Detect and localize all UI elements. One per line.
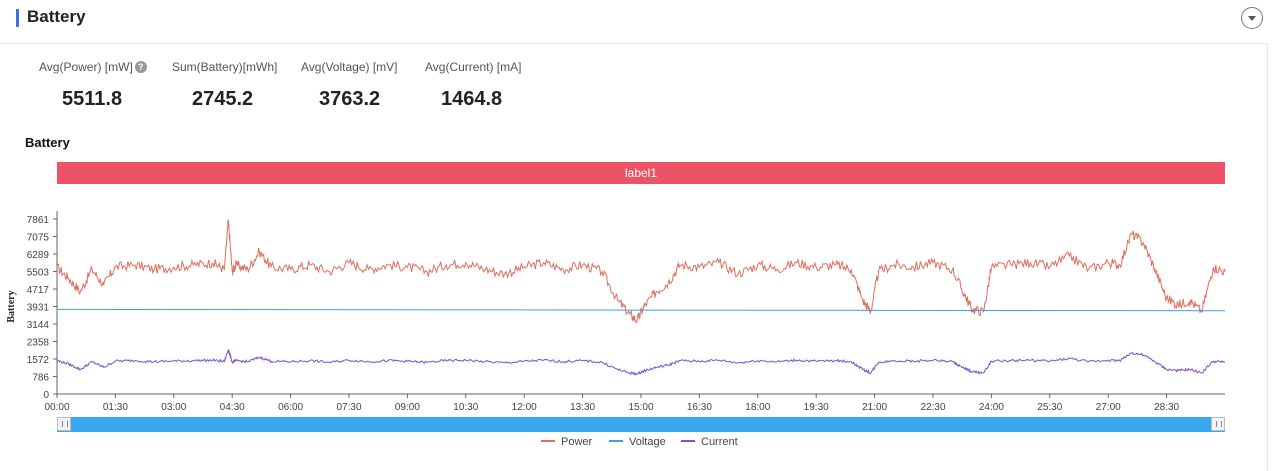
stat-label: Sum(Battery)[mWh]	[172, 60, 278, 74]
x-tick-label: 00:00	[44, 402, 69, 413]
legend-swatch	[541, 440, 555, 442]
legend-item-power[interactable]: Power	[541, 436, 592, 448]
x-tick-label: 01:30	[103, 402, 128, 413]
stat-avg-current: Avg(Current) [mA] 1464.8	[425, 58, 522, 110]
y-tick-label: 6289	[27, 250, 50, 261]
stat-sum-battery: Sum(Battery)[mWh] 2745.2	[172, 58, 278, 110]
x-tick-label: 27:00	[1096, 402, 1121, 413]
legend-item-current[interactable]: Current	[681, 436, 738, 448]
series-line-current[interactable]	[56, 349, 1226, 376]
legend-label: Power	[561, 436, 593, 448]
slider-end-handle[interactable]	[1211, 417, 1225, 431]
y-tick-label: 2358	[27, 338, 50, 349]
panel-divider	[1267, 43, 1268, 471]
stat-value: 1464.8	[441, 88, 503, 110]
chevron-down-icon	[1248, 16, 1256, 21]
collapse-toggle-button[interactable]	[1241, 7, 1263, 29]
slider-track[interactable]	[57, 417, 1225, 432]
series-line-power[interactable]	[56, 219, 1226, 324]
battery-line-chart[interactable]: 7861 7075 6289 5503 4717 3931 3144 2358 1572 786 0…	[0, 190, 1274, 416]
x-tick-label: 19:30	[804, 402, 829, 413]
stat-avg-power: Avg(Power) [mW]? 5511.8	[39, 58, 147, 110]
section-header: Battery	[0, 0, 1268, 44]
x-tick-label: 07:30	[336, 402, 361, 413]
x-tick-label: 28:30	[1154, 402, 1179, 413]
section-accent-bar	[16, 9, 19, 27]
x-tick-label: 03:00	[161, 402, 186, 413]
legend-label: Current	[701, 436, 738, 448]
grip-icon	[62, 421, 68, 427]
x-tick-label: 16:30	[687, 402, 712, 413]
x-tick-label: 15:00	[628, 402, 653, 413]
label-band[interactable]: label1	[57, 162, 1225, 184]
y-tick-label: 1572	[27, 355, 50, 366]
grip-icon	[1216, 421, 1222, 427]
x-tick-label: 04:30	[220, 402, 245, 413]
stat-value: 3763.2	[319, 88, 381, 110]
y-tick-label: 7075	[27, 233, 50, 244]
x-tick-label: 18:00	[745, 402, 770, 413]
legend-swatch	[681, 440, 695, 442]
slider-start-handle[interactable]	[57, 417, 71, 431]
chart-title: Battery	[25, 135, 70, 150]
y-tick-label: 3144	[27, 320, 50, 331]
y-tick-label: 3931	[27, 303, 50, 314]
stat-value: 5511.8	[62, 88, 123, 110]
x-tick-label: 24:00	[979, 402, 1004, 413]
x-tick-label: 09:00	[395, 402, 420, 413]
x-tick-label: 22:30	[920, 402, 945, 413]
time-range-slider[interactable]	[57, 417, 1225, 432]
y-tick-label: 7861	[27, 215, 50, 226]
stat-label: Avg(Voltage) [mV]	[301, 60, 398, 74]
section-title: Battery	[27, 7, 86, 26]
help-icon[interactable]: ?	[134, 61, 147, 73]
x-tick-label: 21:00	[862, 402, 887, 413]
series-line-voltage[interactable]	[56, 308, 1226, 312]
chart-legend: Power Voltage Current	[0, 436, 1274, 450]
x-tick-label: 25:30	[1037, 402, 1062, 413]
stat-label: Avg(Current) [mA]	[425, 60, 522, 74]
legend-item-voltage[interactable]: Voltage	[609, 436, 666, 448]
y-tick-label: 0	[43, 390, 49, 401]
y-tick-label: 5503	[27, 268, 50, 279]
stat-avg-voltage: Avg(Voltage) [mV] 3763.2	[301, 58, 398, 110]
legend-label: Voltage	[629, 436, 666, 448]
y-axis-label: Battery	[6, 290, 17, 322]
stat-label: Avg(Power) [mW]	[39, 60, 133, 74]
stat-value: 2745.2	[192, 88, 254, 110]
legend-swatch	[609, 440, 623, 442]
x-tick-label: 10:30	[453, 402, 478, 413]
x-tick-label: 12:00	[512, 402, 537, 413]
y-tick-label: 786	[32, 373, 49, 384]
x-tick-label: 06:00	[278, 402, 303, 413]
x-tick-label: 13:30	[570, 402, 595, 413]
y-tick-label: 4717	[27, 285, 50, 296]
